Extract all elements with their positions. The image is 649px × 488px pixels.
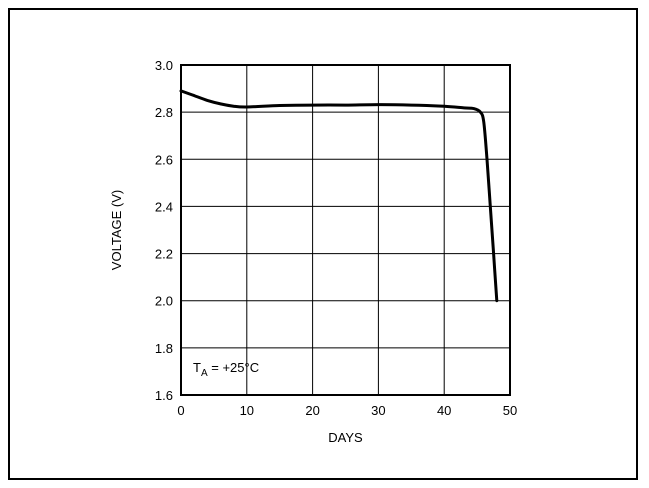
figure-frame [8, 8, 638, 480]
grid [180, 64, 511, 396]
y-axis-label: VOLTAGE (V) [109, 190, 124, 270]
y-tick-label: 1.8 [155, 341, 173, 356]
x-tick-label: 0 [177, 403, 184, 418]
x-tick-label: 40 [437, 403, 451, 418]
y-tick-label: 1.6 [155, 388, 173, 403]
x-tick-label: 50 [503, 403, 517, 418]
x-tick-label: 10 [240, 403, 254, 418]
y-tick-labels: 3.0 2.8 2.6 2.4 2.2 2.0 1.8 1.6 [155, 58, 173, 403]
x-tick-label: 20 [305, 403, 319, 418]
y-tick-label: 2.4 [155, 199, 173, 214]
y-tick-label: 2.8 [155, 105, 173, 120]
temperature-annotation: TA = +25°C [193, 360, 259, 379]
voltage-curve [179, 89, 499, 303]
x-axis-label: DAYS [328, 430, 363, 445]
annotation-main: T [193, 360, 201, 375]
x-tick-label: 30 [371, 403, 385, 418]
x-tick-labels: 0 10 20 30 40 50 [177, 403, 517, 418]
annotation-rest: = +25°C [208, 360, 259, 375]
plot-area-border [180, 64, 511, 396]
annotation-subscript: A [201, 368, 208, 379]
y-tick-label: 3.0 [155, 58, 173, 73]
y-tick-label: 2.0 [155, 294, 173, 309]
y-tick-label: 2.2 [155, 247, 173, 262]
y-tick-label: 2.6 [155, 152, 173, 167]
